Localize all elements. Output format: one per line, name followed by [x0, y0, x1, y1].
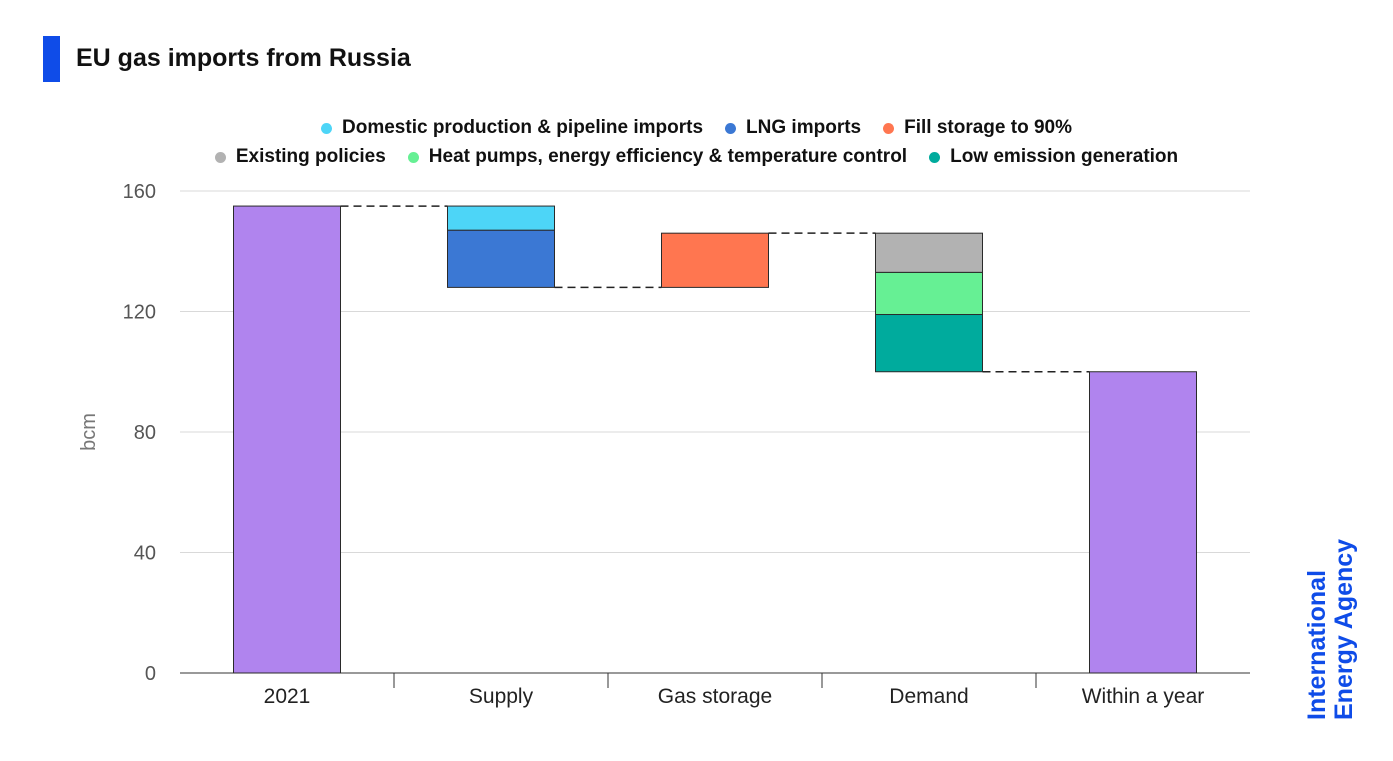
legend-label: Heat pumps, energy efficiency & temperat… — [428, 146, 908, 167]
title-accent-bar — [43, 36, 60, 82]
legend-item-lng-imports: LNG imports — [725, 117, 861, 139]
bar-segment — [1089, 371, 1197, 674]
legend-label: Domestic production & pipeline imports — [342, 117, 704, 138]
legend-label: Fill storage to 90% — [904, 117, 1072, 138]
bar-segment — [661, 232, 769, 288]
legend-dot-icon — [321, 122, 333, 134]
legend-dot-icon — [407, 151, 419, 163]
bar-segment — [875, 314, 983, 373]
chart-title: EU gas imports from Russia — [76, 44, 411, 72]
legend-label: LNG imports — [746, 117, 862, 138]
x-tick-label: Within a year — [1082, 685, 1205, 708]
legend-label: Low emission generation — [950, 146, 1179, 167]
bar-segment — [875, 232, 983, 273]
logo-line-1: International — [1303, 569, 1331, 720]
bar-segment — [447, 205, 555, 231]
iea-logo: International Energy Agency — [1303, 538, 1358, 720]
legend-row-2: Existing policies Heat pumps, energy eff… — [0, 146, 1393, 168]
y-axis-label: bcm — [78, 413, 100, 451]
legend-row-1: Domestic production & pipeline imports L… — [0, 117, 1393, 139]
x-tick-label: Gas storage — [658, 685, 772, 708]
legend-item-domestic-production: Domestic production & pipeline imports — [321, 117, 703, 139]
legend-item-fill-storage: Fill storage to 90% — [883, 117, 1072, 139]
legend-dot-icon — [214, 151, 226, 163]
legend-dot-icon — [725, 122, 737, 134]
y-tick-label: 0 — [145, 663, 156, 685]
y-tick-label: 160 — [123, 181, 156, 203]
legend-label: Existing policies — [235, 146, 386, 167]
y-tick-label: 40 — [134, 543, 156, 565]
bar-segment — [875, 271, 983, 316]
legend-dot-icon — [929, 151, 941, 163]
bar-segment — [447, 229, 555, 288]
legend-item-heat-pumps: Heat pumps, energy efficiency & temperat… — [407, 146, 908, 168]
legend-dot-icon — [883, 122, 895, 134]
legend-item-existing-policies: Existing policies — [214, 146, 386, 168]
logo-line-2: Energy Agency — [1330, 538, 1358, 720]
x-tick-label: Demand — [889, 685, 968, 708]
bar-segment — [233, 205, 341, 674]
legend-item-low-emission: Low emission generation — [929, 146, 1178, 168]
x-tick-label: Supply — [469, 685, 534, 708]
x-tick-label: 2021 — [264, 685, 311, 708]
y-tick-label: 120 — [123, 302, 156, 324]
y-tick-label: 80 — [134, 422, 156, 444]
